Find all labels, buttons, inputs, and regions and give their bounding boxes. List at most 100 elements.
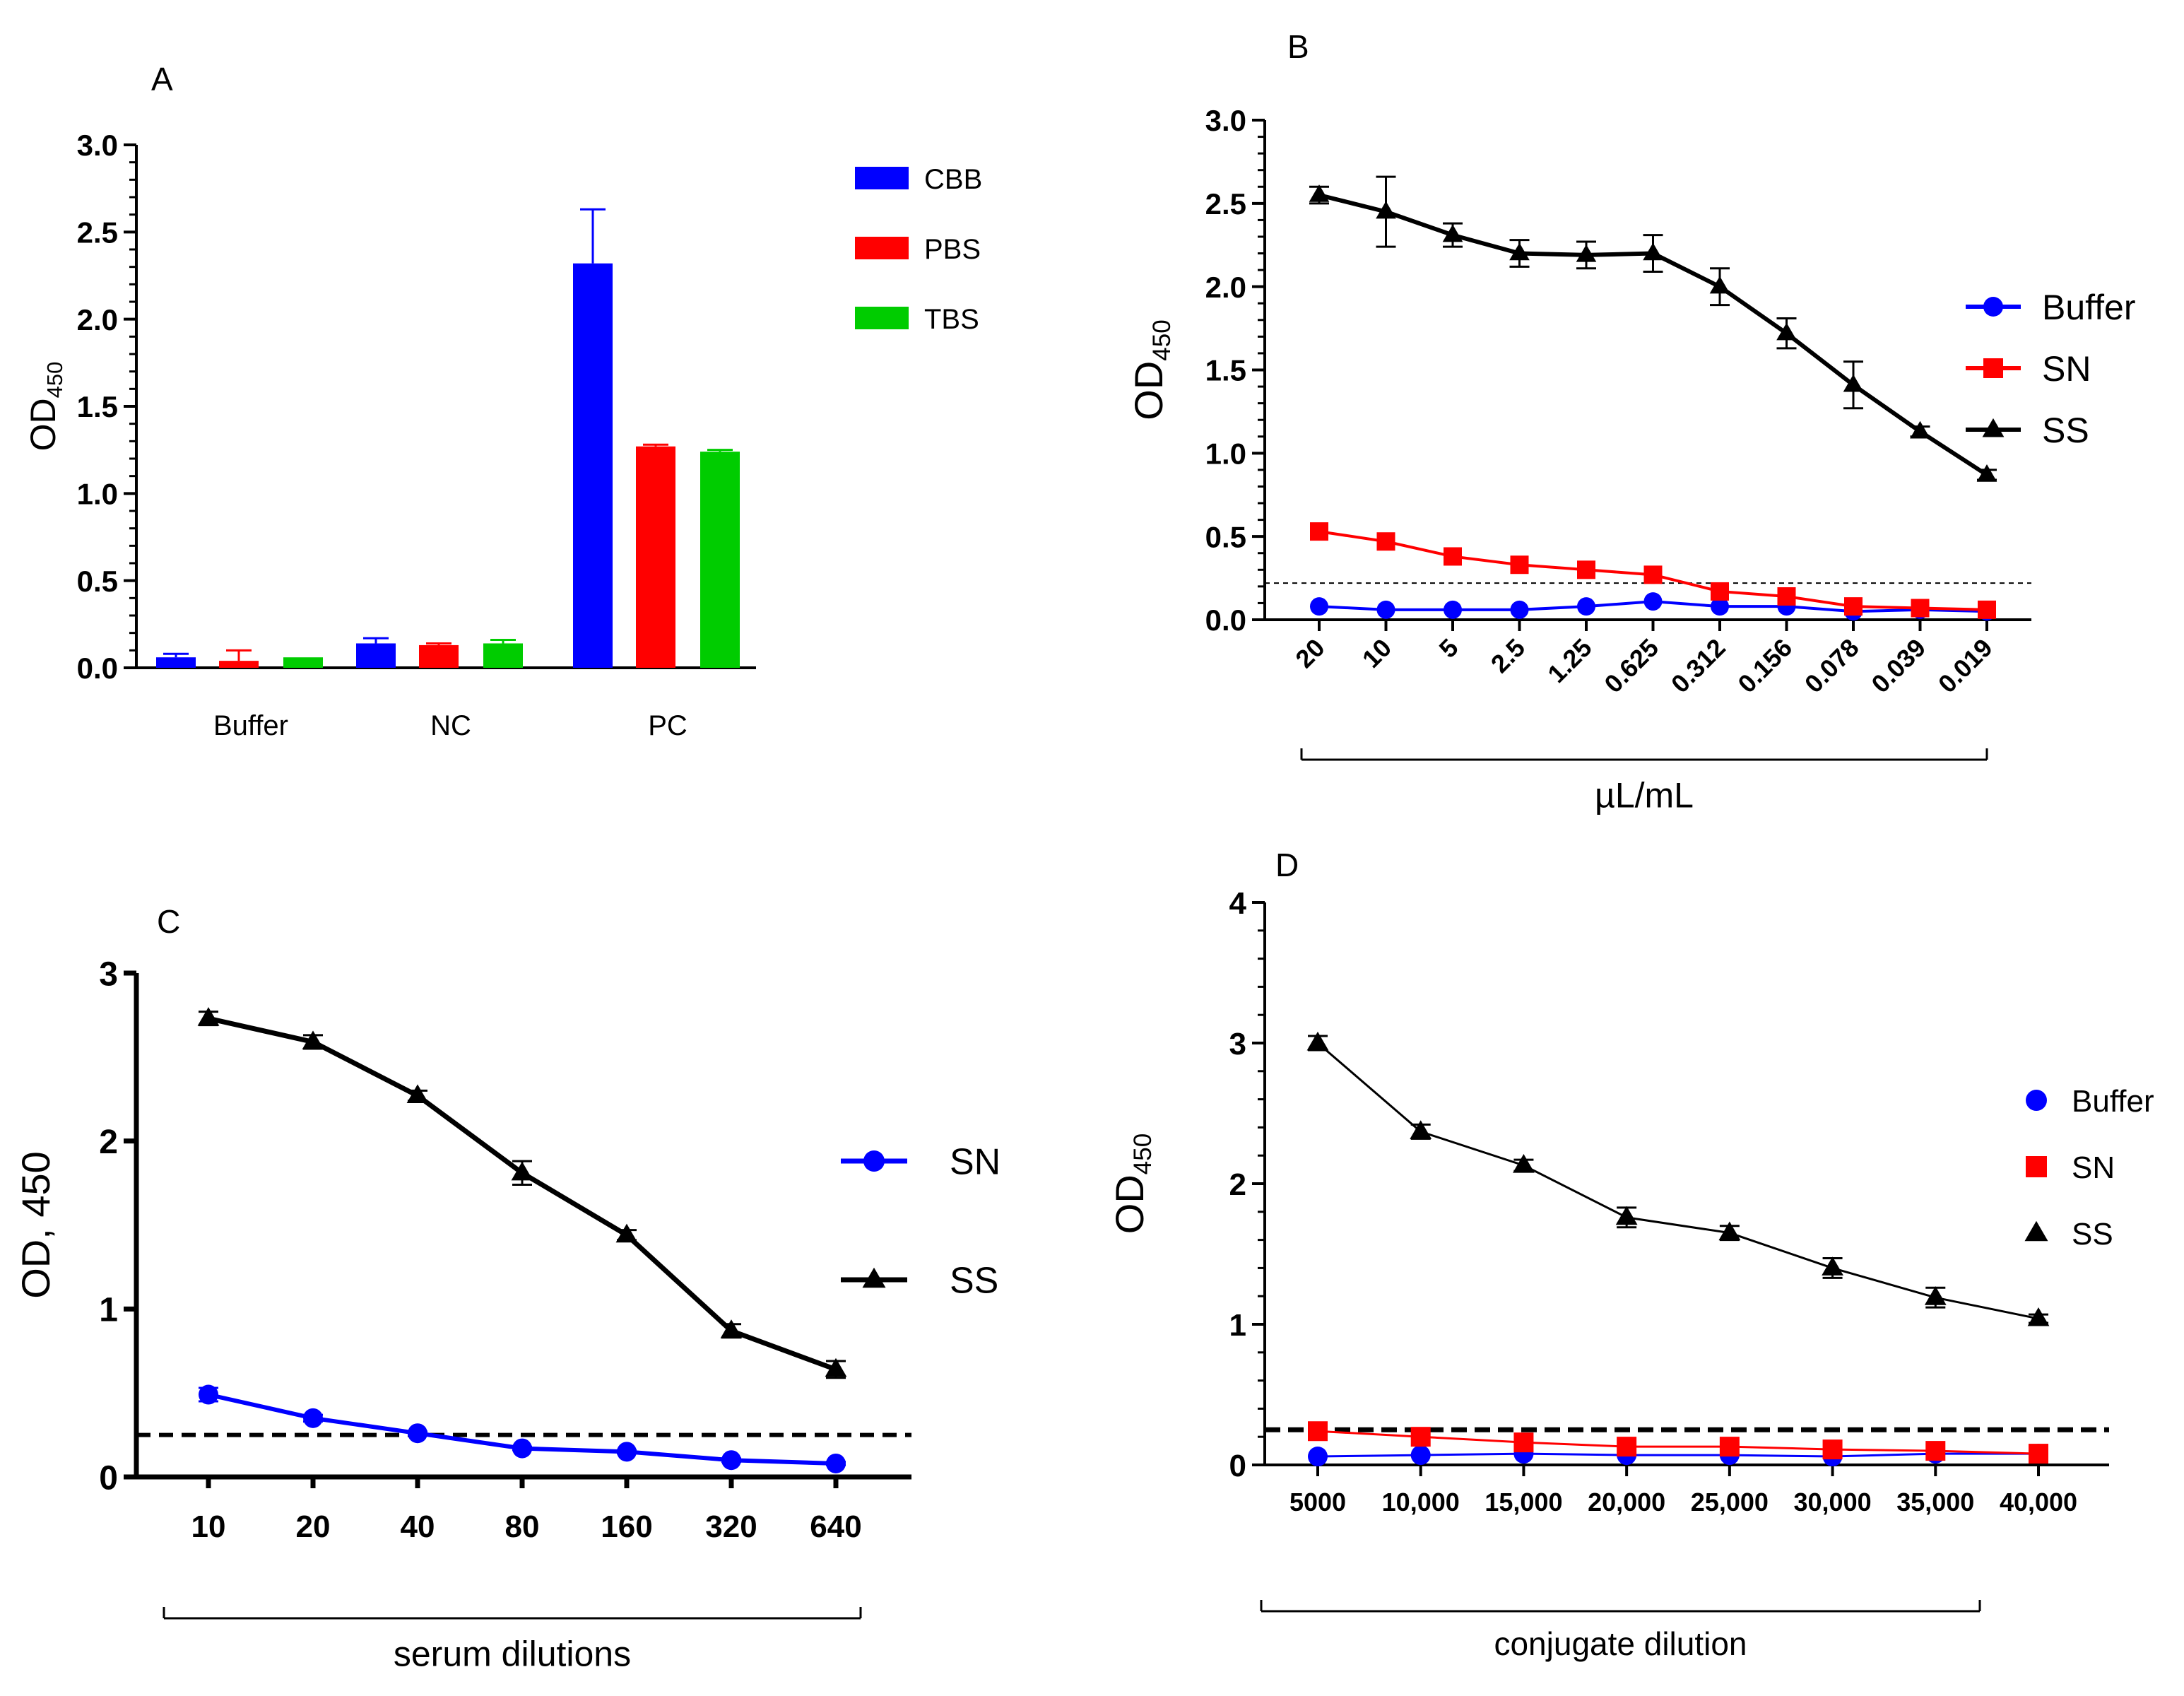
x-tick-label: 35,000 xyxy=(1896,1488,1974,1517)
y-tick-label: 2.5 xyxy=(1205,187,1246,220)
legend-entry-cbb: CBB xyxy=(855,164,982,195)
data-point-sn xyxy=(826,1453,846,1473)
legend-label: Buffer xyxy=(2072,1084,2154,1119)
panel-letter-b: B xyxy=(1287,28,1309,65)
data-point-sn xyxy=(303,1408,323,1428)
legend-swatch-marker xyxy=(2026,1090,2047,1111)
y-tick-label: 3.0 xyxy=(1205,104,1246,137)
x-tick-label: 0.019 xyxy=(1932,633,1998,699)
data-point-sn xyxy=(721,1450,741,1471)
series-ss-line xyxy=(1317,1042,2039,1320)
data-point-ss xyxy=(1615,1206,1638,1225)
y-tick-label: 0 xyxy=(1229,1449,1246,1483)
panel-letter-c: C xyxy=(157,903,180,940)
bar-cbb xyxy=(356,643,396,668)
y-tick-label: 1.0 xyxy=(1205,437,1246,470)
data-point-ss xyxy=(1822,1256,1843,1276)
bar-series-cbb xyxy=(156,208,613,668)
legend-label: CBB xyxy=(924,164,982,195)
data-point-ss xyxy=(615,1223,638,1243)
data-point-sn xyxy=(1711,582,1729,601)
data-point-sn xyxy=(1844,597,1863,616)
bar-series-pbs xyxy=(219,443,675,668)
bar-tbs xyxy=(283,657,323,668)
legend-entry-ss: SS xyxy=(841,1261,998,1302)
data-point-sn xyxy=(1376,532,1395,551)
panel-d-chart: 0 1 2 3 4 OD450 5000 10,000 15,000 20,000 25,000 30… xyxy=(1107,886,2154,1662)
y-tick-label: 0.0 xyxy=(1205,603,1246,637)
y-axis-label: OD, 450 xyxy=(13,1151,58,1299)
data-point-sn xyxy=(1822,1439,1843,1460)
data-point-ss xyxy=(2027,1307,2050,1326)
legend-label: Buffer xyxy=(2042,288,2136,327)
y-tick-label: 0 xyxy=(99,1459,118,1497)
y-tick-label: 0.5 xyxy=(77,565,118,598)
data-point-buffer xyxy=(1643,592,1663,611)
y-tick-label: 3 xyxy=(1229,1027,1246,1061)
x-axis-label: serum dilutions xyxy=(394,1635,631,1674)
x-tick-label: 0.156 xyxy=(1732,633,1798,699)
x-tick-label: 40,000 xyxy=(2000,1488,2077,1517)
x-tick-label: 1.25 xyxy=(1542,633,1598,689)
legend-entry-sn: SN xyxy=(841,1142,1000,1183)
y-tick-label: 2.5 xyxy=(77,216,118,249)
data-point-buffer xyxy=(1410,1445,1431,1466)
data-point-sn xyxy=(199,1384,218,1405)
data-point-ss xyxy=(1509,242,1530,261)
legend-swatch xyxy=(855,307,909,329)
bar-pbs xyxy=(636,446,675,668)
data-point-sn xyxy=(1410,1427,1431,1447)
data-point-sn xyxy=(1510,555,1529,575)
data-point-sn xyxy=(1513,1432,1534,1453)
data-point-buffer xyxy=(1444,600,1462,619)
legend-entry-sn: SN xyxy=(1966,349,2091,389)
x-tick-label: 320 xyxy=(705,1509,757,1544)
bar-tbs xyxy=(700,452,740,668)
y-tick-label: 1 xyxy=(1229,1308,1246,1343)
y-tick-label: 1.0 xyxy=(77,477,118,510)
legend-swatch-marker xyxy=(2026,1156,2047,1177)
x-tick-label: PC xyxy=(648,710,687,741)
x-tick-label: 20,000 xyxy=(1588,1488,1665,1517)
data-point-ss xyxy=(1776,322,1797,341)
data-point-buffer xyxy=(1376,600,1395,619)
y-axis-label: OD450 xyxy=(1126,319,1176,420)
data-point-ss xyxy=(720,1319,743,1338)
data-point-sn xyxy=(1719,1437,1740,1457)
y-tick-label: 3.0 xyxy=(77,129,118,162)
y-tick-label: 3 xyxy=(99,955,118,993)
y-tick-label: 0.5 xyxy=(1205,520,1246,553)
panel-letter-a: A xyxy=(151,61,173,98)
series-sn xyxy=(1308,1421,2048,1464)
data-point-sn xyxy=(1777,587,1796,606)
bar-pbs xyxy=(419,644,459,668)
data-point-ss xyxy=(1410,1120,1432,1139)
bar-tbs xyxy=(483,643,523,668)
y-tick-label: 2 xyxy=(1229,1167,1246,1202)
y-tick-label: 2 xyxy=(99,1124,118,1161)
legend-label: SN xyxy=(2072,1150,2115,1185)
series-ss xyxy=(197,1007,847,1379)
legend-swatch xyxy=(855,237,909,259)
legend-swatch-marker xyxy=(1983,358,2003,378)
x-tick-label: 640 xyxy=(810,1509,861,1544)
legend-entry-pbs: PBS xyxy=(855,234,981,265)
data-point-ss xyxy=(1976,464,1997,482)
y-tick-label: 0.0 xyxy=(77,652,118,685)
x-tick-label: 10,000 xyxy=(1382,1488,1460,1517)
data-point-buffer xyxy=(1310,597,1328,616)
data-point-sn xyxy=(1310,522,1328,541)
x-tick-label: 0.039 xyxy=(1865,633,1931,699)
data-point-sn xyxy=(512,1438,532,1459)
x-tick-label: 40 xyxy=(401,1509,435,1544)
legend-label: SN xyxy=(2042,349,2091,389)
x-tick-label: Buffer xyxy=(213,710,288,741)
bar-cbb xyxy=(573,263,613,668)
x-tick-label: 160 xyxy=(601,1509,652,1544)
series-ss xyxy=(1306,1031,2050,1326)
series-buffer-line xyxy=(1317,1452,2038,1458)
y-axis-label: OD450 xyxy=(1107,1133,1157,1234)
data-point-sn xyxy=(1911,599,1930,618)
